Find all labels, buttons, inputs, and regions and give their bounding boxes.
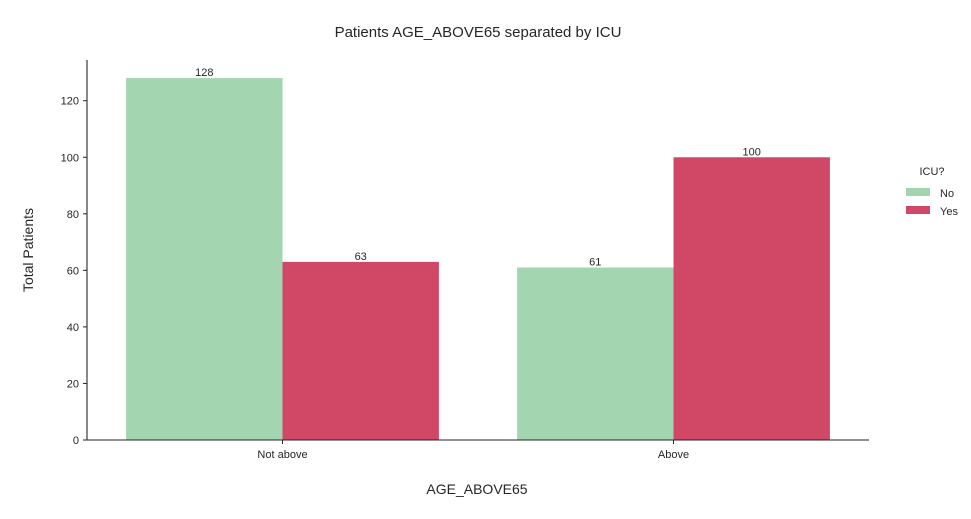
chart-title: Patients AGE_ABOVE65 separated by ICU	[335, 24, 622, 41]
bar	[517, 267, 674, 440]
legend-swatch	[906, 206, 930, 214]
x-tick-label: Above	[658, 449, 689, 461]
data-label: 61	[589, 257, 601, 269]
bar	[673, 157, 830, 440]
y-tick-label: 80	[67, 209, 79, 221]
legend-title: ICU?	[919, 166, 944, 178]
y-tick-label: 20	[67, 378, 79, 390]
y-tick-label: 100	[61, 152, 79, 164]
y-tick-label: 60	[67, 265, 79, 277]
y-tick-label: 120	[61, 96, 79, 108]
data-label: 100	[743, 146, 761, 158]
legend-label: Yes	[940, 206, 958, 218]
bar	[126, 78, 283, 440]
legend: ICU? No Yes	[906, 166, 958, 218]
data-label: 63	[355, 251, 367, 263]
data-label: 128	[195, 67, 213, 79]
x-axis-label: AGE_ABOVE65	[426, 481, 527, 497]
y-axis-label: Total Patients	[20, 208, 36, 292]
legend-swatch	[906, 188, 930, 196]
y-tick-label: 0	[73, 435, 79, 447]
plot-area: 128 63 Not above 61 100 Above 0 20 40 60 80 100 120	[61, 60, 869, 461]
legend-label: No	[940, 188, 954, 200]
bar	[282, 261, 439, 441]
x-tick-label: Not above	[257, 449, 307, 461]
y-tick-label: 40	[67, 322, 79, 334]
